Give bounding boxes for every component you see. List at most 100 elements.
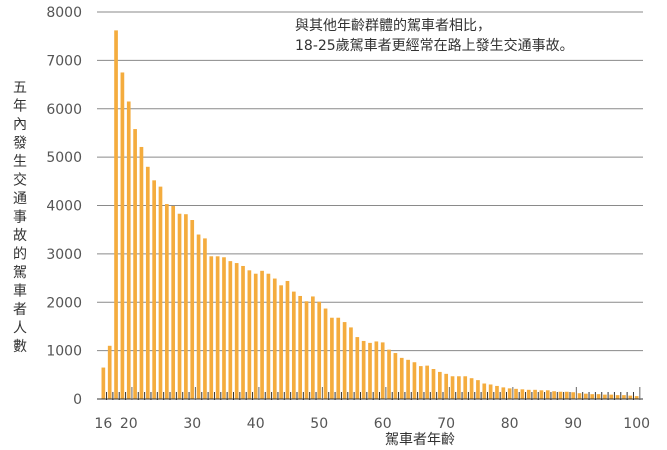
x-tick-label: 50 <box>310 416 328 432</box>
bar <box>234 263 239 399</box>
bar <box>590 394 595 399</box>
bar <box>393 353 398 399</box>
bar <box>437 371 442 399</box>
y-tick-label: 3000 <box>46 247 82 263</box>
y-tick-label: 5000 <box>46 150 82 166</box>
bar <box>222 257 226 399</box>
y-axis-title-char: 車 <box>13 283 27 300</box>
x-tick-label: 40 <box>247 416 265 432</box>
bar <box>501 387 506 399</box>
bar <box>399 357 404 399</box>
bar <box>196 234 201 399</box>
bar <box>488 384 493 399</box>
bar <box>634 396 639 399</box>
bar <box>368 342 372 399</box>
bar <box>228 261 233 399</box>
bar <box>425 365 429 399</box>
x-axis-title: 駕車者年齡 <box>385 431 455 448</box>
x-tick-label: 100 <box>623 416 650 432</box>
bar <box>260 270 264 399</box>
y-axis-title-char: 數 <box>13 339 27 355</box>
bar <box>628 395 633 399</box>
bar <box>380 342 385 399</box>
bar <box>526 389 531 399</box>
x-tick-label: 16 <box>94 416 112 432</box>
x-tick-label: 20 <box>120 416 138 432</box>
y-axis-title-char: 五 <box>13 80 27 96</box>
bar <box>545 390 550 399</box>
bar <box>336 317 341 399</box>
bar <box>139 146 144 399</box>
bar <box>558 391 563 399</box>
bar <box>209 256 214 399</box>
bar <box>145 166 150 399</box>
bar <box>533 389 537 399</box>
bar <box>431 369 436 399</box>
bar <box>374 341 379 399</box>
bar <box>507 388 512 399</box>
y-axis-title-char: 交 <box>13 172 27 189</box>
bar <box>444 373 449 399</box>
y-tick-label: 4000 <box>46 199 82 215</box>
bar <box>476 380 480 399</box>
bar <box>520 389 525 399</box>
bar <box>126 101 131 400</box>
bar <box>577 393 582 399</box>
bar <box>418 366 423 399</box>
y-axis-title-char: 通 <box>13 191 27 207</box>
bar <box>215 256 220 399</box>
bar <box>596 394 601 399</box>
bar <box>304 301 309 399</box>
bar <box>158 186 163 399</box>
y-tick-label: 7000 <box>46 53 82 69</box>
y-tick-label: 6000 <box>46 102 82 118</box>
bar <box>564 391 569 399</box>
x-tick-label: 70 <box>437 416 455 432</box>
y-axis-title-char: 生 <box>13 154 27 170</box>
x-tick-label: 90 <box>564 416 582 432</box>
bar <box>469 378 474 399</box>
bar <box>171 205 176 399</box>
y-axis-title-char: 人 <box>13 321 27 337</box>
bar <box>133 129 137 399</box>
y-axis-title-char: 事 <box>13 210 27 226</box>
bar <box>609 394 614 399</box>
gridlines <box>97 11 643 352</box>
bar <box>120 72 125 399</box>
bar <box>603 394 607 399</box>
bar <box>266 273 271 399</box>
bar <box>330 317 334 399</box>
bar <box>355 337 360 399</box>
bar <box>272 278 277 399</box>
bar <box>152 180 156 399</box>
x-tick-label: 30 <box>183 416 201 432</box>
annotation-line-2: 18-25歲駕車者更經常在路上發生交通事故。 <box>295 37 574 54</box>
bar <box>101 367 106 399</box>
bar <box>247 270 252 399</box>
bar <box>457 376 461 399</box>
bar <box>571 392 576 399</box>
x-tick-labels: 16 20 30 40 50 60 70 80 90 100 <box>94 416 650 432</box>
y-axis-title-char: 者 <box>13 302 27 318</box>
bar <box>291 291 296 399</box>
bar <box>406 359 410 399</box>
bars <box>101 30 639 400</box>
y-tick-label: 1000 <box>46 344 82 360</box>
x-tick-label: 60 <box>374 416 392 432</box>
bar <box>311 296 315 399</box>
bar <box>298 295 303 399</box>
bar <box>539 390 544 399</box>
bar <box>463 376 468 399</box>
bar <box>323 308 328 399</box>
bar <box>361 340 366 399</box>
bar <box>450 376 455 399</box>
bar <box>190 220 195 399</box>
y-axis-title-char: 年 <box>13 99 27 115</box>
annotation-line-1: 與其他年齡群體的駕車者相比， <box>295 17 491 34</box>
y-axis: 0 1000 2000 3000 4000 5000 6000 7000 8000 <box>46 5 82 408</box>
bar <box>285 280 290 399</box>
bar <box>495 385 499 399</box>
bar <box>241 265 245 399</box>
y-axis-title-char: 故 <box>13 228 27 244</box>
